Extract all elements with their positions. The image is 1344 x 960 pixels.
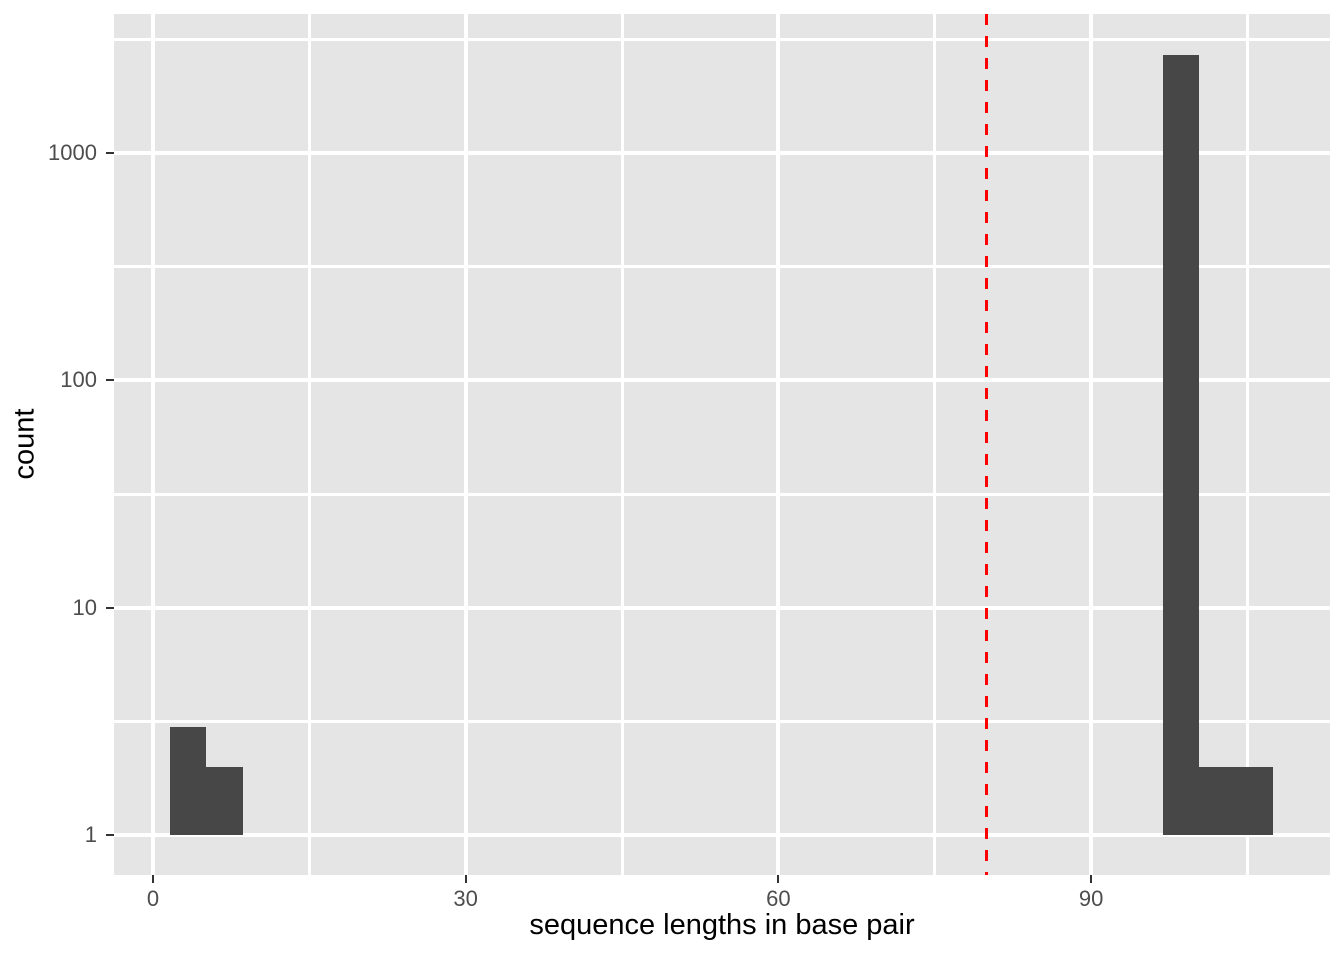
x-major-gridline [150, 14, 155, 875]
x-minor-gridline [933, 14, 937, 875]
y-major-gridline [114, 378, 1330, 383]
threshold-vline [985, 14, 989, 875]
histogram-bar [1199, 766, 1274, 835]
x-axis-tick-mark [1090, 875, 1093, 883]
y-axis-tick-mark [106, 606, 114, 609]
x-minor-gridline [1245, 14, 1249, 875]
y-axis-tick-mark [106, 833, 114, 836]
x-axis-tick-label: 30 [453, 886, 478, 911]
y-axis-title: count [8, 408, 41, 480]
x-axis-tick-label: 60 [766, 886, 791, 911]
x-major-gridline [463, 14, 468, 875]
histogram-bar [206, 766, 243, 835]
y-axis-tick-label: 1000 [48, 140, 97, 166]
x-axis-tick-mark [151, 875, 154, 883]
y-minor-gridline [114, 719, 1330, 723]
plot-panel [114, 14, 1330, 875]
x-major-gridline [1089, 14, 1094, 875]
y-major-gridline [114, 605, 1330, 610]
y-major-gridline [114, 832, 1330, 837]
y-minor-gridline [114, 37, 1330, 41]
y-axis-tick-label: 1 [84, 821, 97, 847]
x-major-gridline [776, 14, 781, 875]
x-minor-gridline [307, 14, 311, 875]
y-minor-gridline [114, 265, 1330, 269]
y-axis-tick-label: 10 [72, 594, 97, 620]
x-axis-tick-label: 90 [1078, 886, 1104, 911]
x-axis-title: sequence lengths in base pair [529, 909, 915, 941]
histogram-bar [169, 726, 207, 835]
x-axis-tick-label: 0 [146, 886, 160, 911]
x-axis-tick-mark [464, 875, 467, 883]
y-axis-tick-label: 100 [60, 367, 97, 393]
y-axis-tick-mark [106, 152, 114, 155]
x-minor-gridline [620, 14, 624, 875]
x-axis-tick-mark [777, 875, 780, 883]
y-axis-tick-mark [106, 379, 114, 382]
histogram-bar [1163, 55, 1200, 835]
y-minor-gridline [114, 492, 1330, 496]
y-major-gridline [114, 151, 1330, 156]
